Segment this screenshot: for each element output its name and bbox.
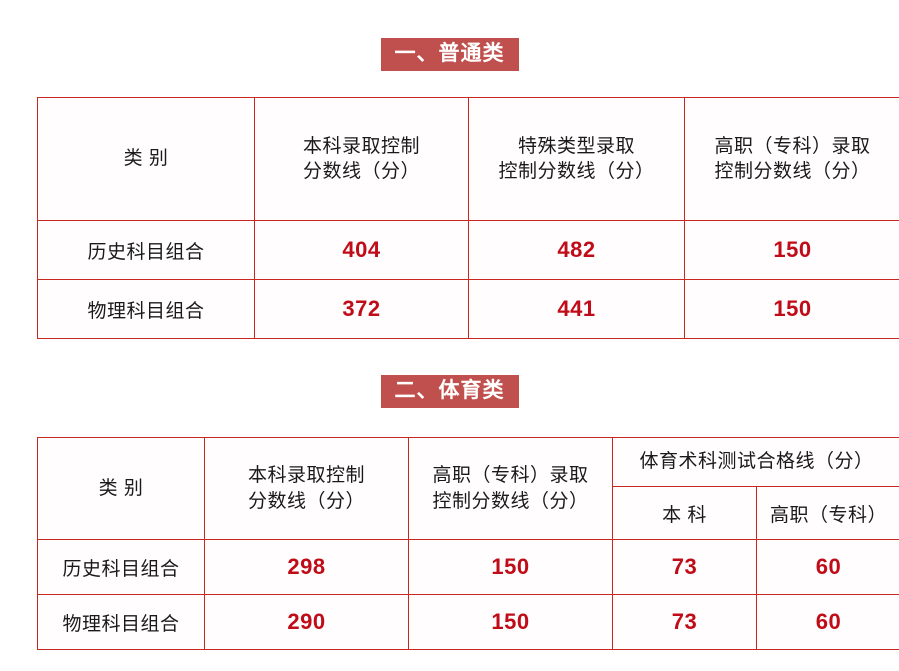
table-row-header: 类 别 本科录取控制 分数线（分） 特殊类型录取 控制分数线（分） 高职（专科）…	[37, 97, 899, 221]
header-cell-vocational-line: 高职（专科）录取 控制分数线（分）	[684, 97, 899, 221]
row-label-history: 历史科目组合	[37, 220, 255, 280]
header-line-2: 控制分数线（分）	[432, 490, 589, 512]
header-line-2: 分数线（分）	[302, 161, 420, 182]
section-title-sports: 二、体育类	[380, 375, 519, 409]
header-cell-vocational-line: 高职（专科）录取 控制分数线（分）	[408, 437, 613, 540]
table-row-header-top: 类 别 本科录取控制 分数线（分） 高职（专科）录取 控制分数线（分） 体育术科…	[37, 437, 899, 540]
value-history-undergrad: 298	[204, 539, 409, 595]
value-physics-undergrad: 290	[204, 594, 409, 650]
value-history-special: 482	[468, 220, 685, 280]
value-history-vocational: 150	[684, 220, 899, 280]
table-row: 历史科目组合 298 150 73 60	[37, 539, 899, 595]
value-history-undergrad: 404	[254, 220, 469, 280]
value-physics-undergrad: 372	[254, 279, 469, 339]
table-sports-scores: 类 别 本科录取控制 分数线（分） 高职（专科）录取 控制分数线（分） 体育术科…	[37, 437, 899, 650]
header-cell-sub-undergrad: 本 科	[612, 486, 757, 540]
value-physics-vocational: 150	[408, 594, 613, 650]
value-physics-vocational: 150	[684, 279, 899, 339]
section-title-sports-wrap: 二、体育类	[0, 375, 899, 409]
header-cell-sub-vocational: 高职（专科）	[756, 486, 899, 540]
header-line-1: 高职（专科）录取	[432, 465, 589, 487]
header-line-1: 本科录取控制	[247, 465, 365, 487]
value-physics-skill-vocational: 60	[756, 594, 899, 650]
header-line-2: 控制分数线（分）	[498, 161, 655, 182]
table-row: 历史科目组合 404 482 150	[37, 220, 899, 280]
table-row: 物理科目组合 290 150 73 60	[37, 594, 899, 650]
header-cell-category: 类 别	[37, 97, 255, 221]
header-line-1: 本科录取控制	[302, 135, 420, 157]
value-physics-special: 441	[468, 279, 685, 339]
section-title-general-wrap: 一、普通类	[0, 38, 899, 72]
value-history-vocational: 150	[408, 539, 613, 595]
header-cell-undergrad-line: 本科录取控制 分数线（分）	[254, 97, 469, 221]
row-label-physics: 物理科目组合	[37, 279, 255, 339]
section-title-general: 一、普通类	[380, 38, 519, 72]
row-label-physics: 物理科目组合	[37, 594, 205, 650]
header-line-2: 控制分数线（分）	[714, 161, 871, 182]
row-label-history: 历史科目组合	[37, 539, 205, 595]
header-line-2: 分数线（分）	[247, 490, 365, 512]
header-cell-undergrad-line: 本科录取控制 分数线（分）	[204, 437, 409, 540]
table-general-scores: 类 别 本科录取控制 分数线（分） 特殊类型录取 控制分数线（分） 高职（专科）…	[37, 97, 899, 339]
value-history-skill-vocational: 60	[756, 539, 899, 595]
value-physics-skill-undergrad: 73	[612, 594, 757, 650]
table-row: 物理科目组合 372 441 150	[37, 279, 899, 339]
header-line-1: 高职（专科）录取	[714, 135, 871, 157]
header-cell-category: 类 别	[37, 437, 205, 540]
header-cell-sports-skill-group: 体育术科测试合格线（分）	[612, 437, 899, 487]
value-history-skill-undergrad: 73	[612, 539, 757, 595]
header-cell-special-type-line: 特殊类型录取 控制分数线（分）	[468, 97, 685, 221]
header-line-1: 特殊类型录取	[517, 135, 635, 157]
